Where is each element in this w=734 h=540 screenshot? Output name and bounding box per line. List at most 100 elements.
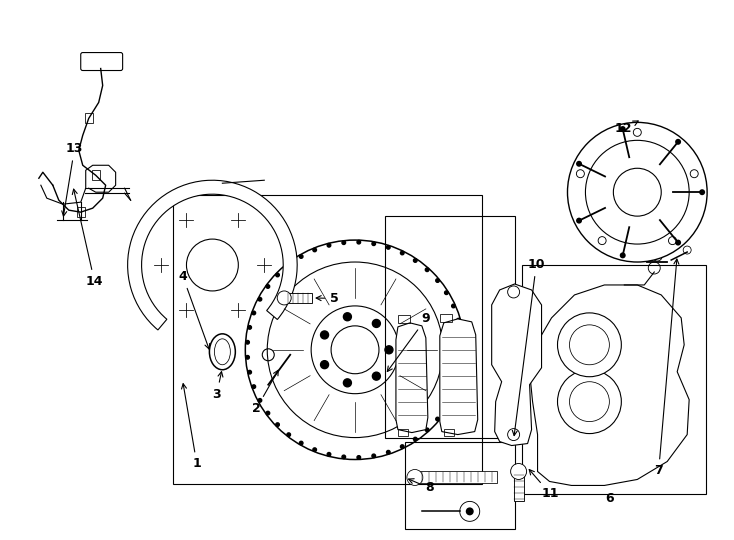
Circle shape <box>357 456 360 459</box>
Circle shape <box>457 318 460 322</box>
Circle shape <box>327 244 331 247</box>
Circle shape <box>466 508 473 515</box>
Circle shape <box>425 428 429 431</box>
Circle shape <box>401 251 404 255</box>
Circle shape <box>186 239 239 291</box>
Circle shape <box>276 273 280 277</box>
Circle shape <box>276 423 280 427</box>
Text: 6: 6 <box>605 492 614 505</box>
Circle shape <box>576 161 582 167</box>
Circle shape <box>299 255 303 258</box>
Circle shape <box>508 286 520 298</box>
Circle shape <box>558 313 622 377</box>
Circle shape <box>344 379 352 387</box>
Circle shape <box>372 372 380 380</box>
Circle shape <box>372 242 376 246</box>
Circle shape <box>460 363 463 367</box>
Polygon shape <box>492 284 542 446</box>
Bar <box>405 442 515 529</box>
Circle shape <box>614 168 661 216</box>
Circle shape <box>445 405 448 409</box>
Circle shape <box>445 291 448 294</box>
Text: 4: 4 <box>178 270 210 349</box>
Bar <box>514 471 523 502</box>
Circle shape <box>459 502 480 521</box>
Circle shape <box>357 240 360 244</box>
Circle shape <box>460 333 463 336</box>
Bar <box>92 170 100 180</box>
Circle shape <box>342 455 346 458</box>
Circle shape <box>266 285 269 288</box>
Circle shape <box>675 240 681 246</box>
Wedge shape <box>128 180 297 330</box>
Bar <box>385 216 515 437</box>
Circle shape <box>436 279 440 282</box>
Circle shape <box>407 469 423 485</box>
Circle shape <box>321 361 329 369</box>
Circle shape <box>327 453 331 456</box>
Circle shape <box>372 454 376 458</box>
Polygon shape <box>440 319 478 435</box>
Text: 13: 13 <box>62 143 83 216</box>
Circle shape <box>508 429 520 441</box>
Text: 3: 3 <box>212 372 223 401</box>
Circle shape <box>246 341 250 344</box>
Circle shape <box>344 313 352 321</box>
Circle shape <box>436 417 440 421</box>
Text: 2: 2 <box>252 370 278 415</box>
Circle shape <box>287 263 291 267</box>
Circle shape <box>385 346 393 354</box>
Circle shape <box>619 252 625 258</box>
Bar <box>84 113 92 123</box>
Bar <box>415 471 497 483</box>
Circle shape <box>576 218 582 224</box>
Bar <box>284 293 312 303</box>
Circle shape <box>457 377 460 381</box>
Circle shape <box>313 248 316 252</box>
Circle shape <box>451 392 455 395</box>
Bar <box>444 429 454 436</box>
Text: 7: 7 <box>654 259 679 477</box>
Circle shape <box>342 241 346 245</box>
Circle shape <box>387 450 390 454</box>
Circle shape <box>511 463 526 480</box>
Circle shape <box>619 126 625 132</box>
Bar <box>398 429 408 436</box>
Circle shape <box>287 433 291 436</box>
Bar <box>398 315 410 323</box>
Circle shape <box>321 331 329 339</box>
Circle shape <box>258 298 262 301</box>
Circle shape <box>675 139 681 145</box>
Circle shape <box>372 320 380 327</box>
Circle shape <box>413 437 417 441</box>
Text: 8: 8 <box>409 479 434 495</box>
Circle shape <box>252 385 255 388</box>
Text: 1: 1 <box>181 384 201 470</box>
Circle shape <box>558 370 622 434</box>
Circle shape <box>401 445 404 448</box>
FancyBboxPatch shape <box>81 52 123 71</box>
Circle shape <box>277 291 291 305</box>
Polygon shape <box>529 285 689 485</box>
Circle shape <box>700 189 705 195</box>
Circle shape <box>248 326 252 329</box>
Bar <box>77 207 84 217</box>
Circle shape <box>387 246 390 249</box>
Text: 10: 10 <box>512 258 545 436</box>
Text: 5: 5 <box>316 292 339 305</box>
Circle shape <box>248 370 252 374</box>
Text: 11: 11 <box>529 470 559 501</box>
Circle shape <box>567 123 707 262</box>
Circle shape <box>451 304 455 308</box>
Circle shape <box>299 441 303 445</box>
Text: 14: 14 <box>73 189 103 288</box>
Text: 12: 12 <box>614 121 638 136</box>
Circle shape <box>413 259 417 262</box>
Circle shape <box>313 448 316 451</box>
Circle shape <box>252 311 255 315</box>
Circle shape <box>246 355 250 359</box>
Bar <box>522 265 706 495</box>
Bar <box>440 314 452 322</box>
Circle shape <box>425 268 429 272</box>
Bar <box>172 195 482 484</box>
